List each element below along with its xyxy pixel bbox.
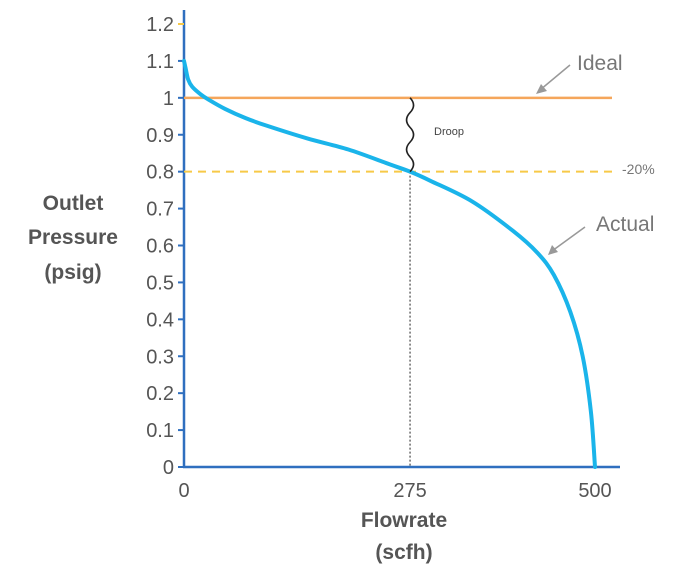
y-tick-label: 0.4 <box>146 309 174 331</box>
y-tick-label: 0.6 <box>146 236 174 258</box>
y-axis-label-line2: Pressure <box>28 226 118 249</box>
ideal-arrow-head <box>536 84 547 94</box>
droop-label: Droop <box>434 126 464 138</box>
x-tick-labels: 0 275 500 <box>178 480 611 502</box>
y-tick-label: 0.1 <box>146 420 174 442</box>
actual-series-line <box>182 58 597 469</box>
ideal-label: Ideal <box>577 52 623 75</box>
y-tick-label: 0 <box>163 457 174 479</box>
x-tick-label: 500 <box>578 480 611 502</box>
reference-lines <box>184 170 612 467</box>
y-tick-label: 1 <box>163 88 174 110</box>
x-tick-label: 0 <box>178 480 189 502</box>
y-tick-label: 0.7 <box>146 199 174 221</box>
y-tick-labels: 0 0.1 0.2 0.3 0.4 0.5 0.6 0.7 0.8 0.9 1 1.1 1.2 <box>146 14 174 479</box>
annotations: Droop -20% Ideal Actual <box>405 52 655 255</box>
actual-arrow-head <box>548 245 558 255</box>
y-axis-label-line1: Outlet <box>43 192 104 215</box>
y-axis-label-line3: (psig) <box>44 261 101 284</box>
x-tick-label: 275 <box>393 480 426 502</box>
y-tick-label: 1.1 <box>146 51 174 73</box>
droop-squiggle <box>405 97 415 173</box>
minus-20-percent-label: -20% <box>622 161 655 177</box>
y-tick-label: 0.3 <box>146 346 174 368</box>
x-axis-label-line2: (scfh) <box>375 541 432 564</box>
y-tick-label: 0.2 <box>146 383 174 405</box>
actual-arrow-line <box>551 226 586 252</box>
series-group <box>182 58 612 469</box>
ideal-arrow-line <box>539 64 571 91</box>
y-tick-label: 0.8 <box>146 162 174 184</box>
y-tick-label: 1.2 <box>146 14 174 36</box>
actual-label: Actual <box>596 213 654 236</box>
x-axis-label-line1: Flowrate <box>361 509 447 532</box>
y-tick-label: 0.9 <box>146 125 174 147</box>
y-tick-label: 0.5 <box>146 272 174 294</box>
